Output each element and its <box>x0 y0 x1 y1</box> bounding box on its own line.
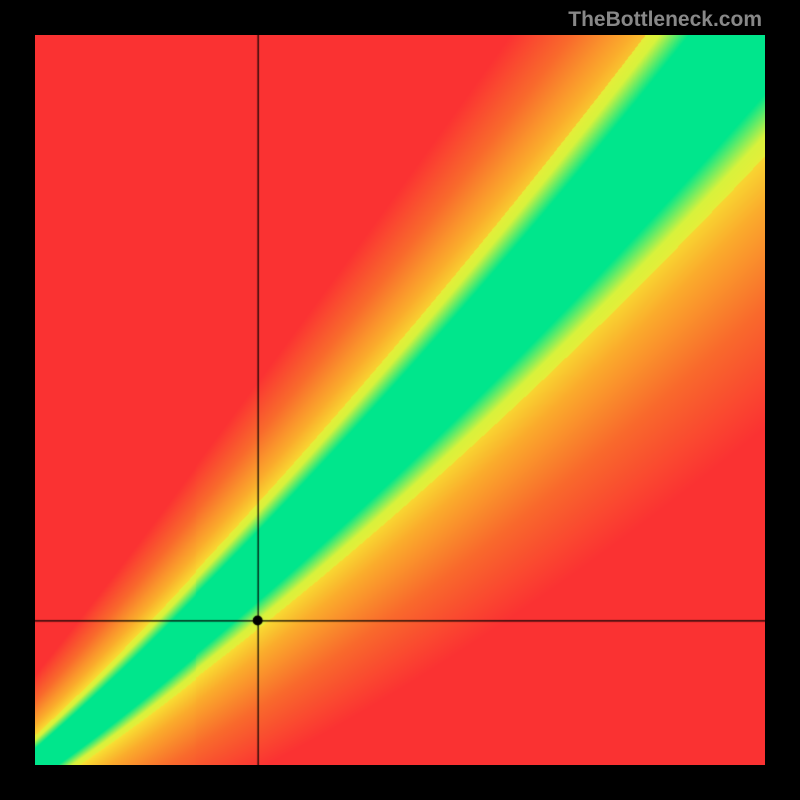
heatmap-chart <box>35 35 765 765</box>
watermark-text: TheBottleneck.com <box>568 8 762 32</box>
chart-container: TheBottleneck.com <box>0 0 800 800</box>
heatmap-canvas <box>35 35 765 765</box>
